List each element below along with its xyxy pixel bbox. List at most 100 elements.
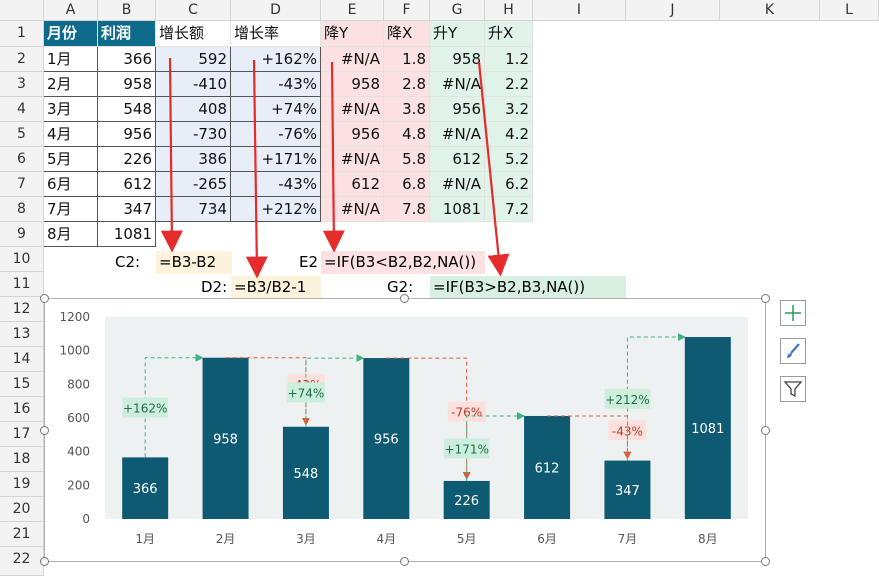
table-cell[interactable]: 4.8 xyxy=(384,122,430,147)
table-cell[interactable]: -730 xyxy=(156,122,231,147)
table-cell[interactable]: -410 xyxy=(156,72,231,97)
table-cell[interactable]: #N/A xyxy=(430,122,485,147)
resize-handle-bl[interactable] xyxy=(40,557,49,566)
header-cell[interactable]: 月份 xyxy=(44,21,98,47)
row-header-16[interactable]: 16 xyxy=(0,397,44,422)
table-cell[interactable]: 612 xyxy=(321,172,384,197)
header-cell[interactable]: 升Y xyxy=(430,21,485,47)
resize-handle-bm[interactable] xyxy=(400,557,409,566)
row-header-9[interactable]: 9 xyxy=(0,222,44,247)
table-cell[interactable]: 6.8 xyxy=(384,172,430,197)
select-all-corner[interactable] xyxy=(0,0,44,21)
table-cell[interactable]: 5.8 xyxy=(384,147,430,172)
row-header-11[interactable]: 11 xyxy=(0,272,44,297)
table-cell[interactable]: 3月 xyxy=(44,97,98,122)
table-cell[interactable]: 347 xyxy=(98,197,156,222)
column-header-g[interactable]: G xyxy=(430,0,485,21)
table-cell[interactable]: -76% xyxy=(231,122,321,147)
column-header-k[interactable]: K xyxy=(720,0,820,21)
table-cell[interactable]: 612 xyxy=(98,172,156,197)
chart-elements-button[interactable] xyxy=(780,300,806,326)
table-cell[interactable]: 2月 xyxy=(44,72,98,97)
table-cell[interactable]: 958 xyxy=(98,72,156,97)
table-cell[interactable]: 5月 xyxy=(44,147,98,172)
column-header-h[interactable]: H xyxy=(485,0,533,21)
row-header-3[interactable]: 3 xyxy=(0,72,44,97)
table-cell[interactable]: -43% xyxy=(231,72,321,97)
row-header-5[interactable]: 5 xyxy=(0,122,44,147)
row-header-13[interactable]: 13 xyxy=(0,322,44,347)
table-cell[interactable]: 958 xyxy=(430,47,485,72)
row-header-10[interactable]: 10 xyxy=(0,247,44,272)
row-header-18[interactable]: 18 xyxy=(0,447,44,472)
table-cell[interactable]: 1.2 xyxy=(485,47,533,72)
table-cell[interactable]: 1.8 xyxy=(384,47,430,72)
table-cell[interactable]: 1081 xyxy=(98,222,156,247)
row-header-7[interactable]: 7 xyxy=(0,172,44,197)
table-cell[interactable]: 8月 xyxy=(44,222,98,247)
resize-handle-tr[interactable] xyxy=(761,294,770,303)
row-header-1[interactable]: 1 xyxy=(0,21,44,47)
table-cell[interactable]: 408 xyxy=(156,97,231,122)
table-cell[interactable]: 366 xyxy=(98,47,156,72)
table-cell[interactable]: 6月 xyxy=(44,172,98,197)
row-header-19[interactable]: 19 xyxy=(0,472,44,497)
table-cell[interactable]: #N/A xyxy=(430,172,485,197)
column-header-b[interactable]: B xyxy=(98,0,156,21)
resize-handle-mr[interactable] xyxy=(761,426,770,435)
table-cell[interactable]: 7.8 xyxy=(384,197,430,222)
column-header-j[interactable]: J xyxy=(626,0,720,21)
waterfall-chart[interactable]: 0 200 400 600 800 1000 1200 366 1月 958 2月 548 3月 956 4… xyxy=(45,299,765,561)
table-cell[interactable]: 1081 xyxy=(430,197,485,222)
table-cell[interactable]: 1月 xyxy=(44,47,98,72)
table-cell[interactable]: #N/A xyxy=(321,147,384,172)
table-cell[interactable]: 734 xyxy=(156,197,231,222)
table-cell[interactable]: 956 xyxy=(98,122,156,147)
table-cell[interactable]: 3.8 xyxy=(384,97,430,122)
header-cell[interactable]: 增长率 xyxy=(231,21,321,47)
column-header-i[interactable]: I xyxy=(533,0,626,21)
row-header-2[interactable]: 2 xyxy=(0,47,44,72)
resize-handle-tm[interactable] xyxy=(400,294,409,303)
table-cell[interactable]: -265 xyxy=(156,172,231,197)
table-cell[interactable]: 226 xyxy=(98,147,156,172)
table-cell[interactable]: 5.2 xyxy=(485,147,533,172)
column-header-f[interactable]: F xyxy=(384,0,430,21)
row-header-6[interactable]: 6 xyxy=(0,147,44,172)
table-cell[interactable]: -43% xyxy=(231,172,321,197)
header-cell[interactable]: 升X xyxy=(485,21,533,47)
table-cell[interactable]: 4月 xyxy=(44,122,98,147)
table-cell[interactable]: 548 xyxy=(98,97,156,122)
row-header-12[interactable]: 12 xyxy=(0,297,44,322)
resize-handle-br[interactable] xyxy=(761,557,770,566)
row-header-4[interactable]: 4 xyxy=(0,97,44,122)
table-cell[interactable]: +212% xyxy=(231,197,321,222)
header-cell[interactable]: 增长额 xyxy=(156,21,231,47)
table-cell[interactable]: #N/A xyxy=(321,197,384,222)
row-header-20[interactable]: 20 xyxy=(0,497,44,522)
chart-area[interactable]: 0 200 400 600 800 1000 1200 366 1月 958 2月 548 3月 956 4… xyxy=(44,298,766,562)
chart-filters-button[interactable] xyxy=(780,376,806,402)
column-header-c[interactable]: C xyxy=(156,0,231,21)
row-header-8[interactable]: 8 xyxy=(0,197,44,222)
table-cell[interactable]: 592 xyxy=(156,47,231,72)
table-cell[interactable]: 2.8 xyxy=(384,72,430,97)
table-cell[interactable]: 7.2 xyxy=(485,197,533,222)
table-cell[interactable]: +171% xyxy=(231,147,321,172)
chart-styles-button[interactable] xyxy=(780,338,806,364)
table-cell[interactable]: 956 xyxy=(430,97,485,122)
column-header-a[interactable]: A xyxy=(44,0,98,21)
table-cell[interactable]: #N/A xyxy=(430,72,485,97)
table-cell[interactable]: +74% xyxy=(231,97,321,122)
table-cell[interactable]: 3.2 xyxy=(485,97,533,122)
row-header-15[interactable]: 15 xyxy=(0,372,44,397)
table-cell[interactable]: 386 xyxy=(156,147,231,172)
resize-handle-tl[interactable] xyxy=(40,294,49,303)
header-cell[interactable]: 降X xyxy=(384,21,430,47)
table-cell[interactable]: 956 xyxy=(321,122,384,147)
table-cell[interactable]: 4.2 xyxy=(485,122,533,147)
header-cell[interactable]: 降Y xyxy=(321,21,384,47)
header-cell[interactable]: 利润 xyxy=(98,21,156,47)
resize-handle-ml[interactable] xyxy=(40,426,49,435)
table-cell[interactable]: 7月 xyxy=(44,197,98,222)
